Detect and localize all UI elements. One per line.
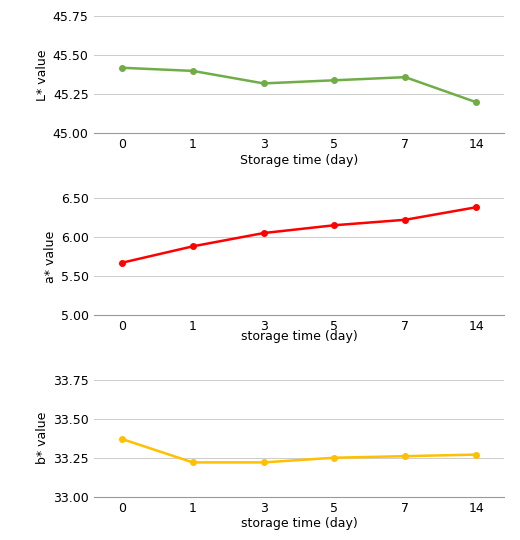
Y-axis label: L* value: L* value: [36, 49, 49, 100]
X-axis label: Storage time (day): Storage time (day): [240, 154, 358, 167]
X-axis label: storage time (day): storage time (day): [241, 330, 357, 343]
Y-axis label: a* value: a* value: [44, 231, 57, 282]
Y-axis label: b* value: b* value: [36, 412, 49, 464]
X-axis label: storage time (day): storage time (day): [241, 517, 357, 530]
